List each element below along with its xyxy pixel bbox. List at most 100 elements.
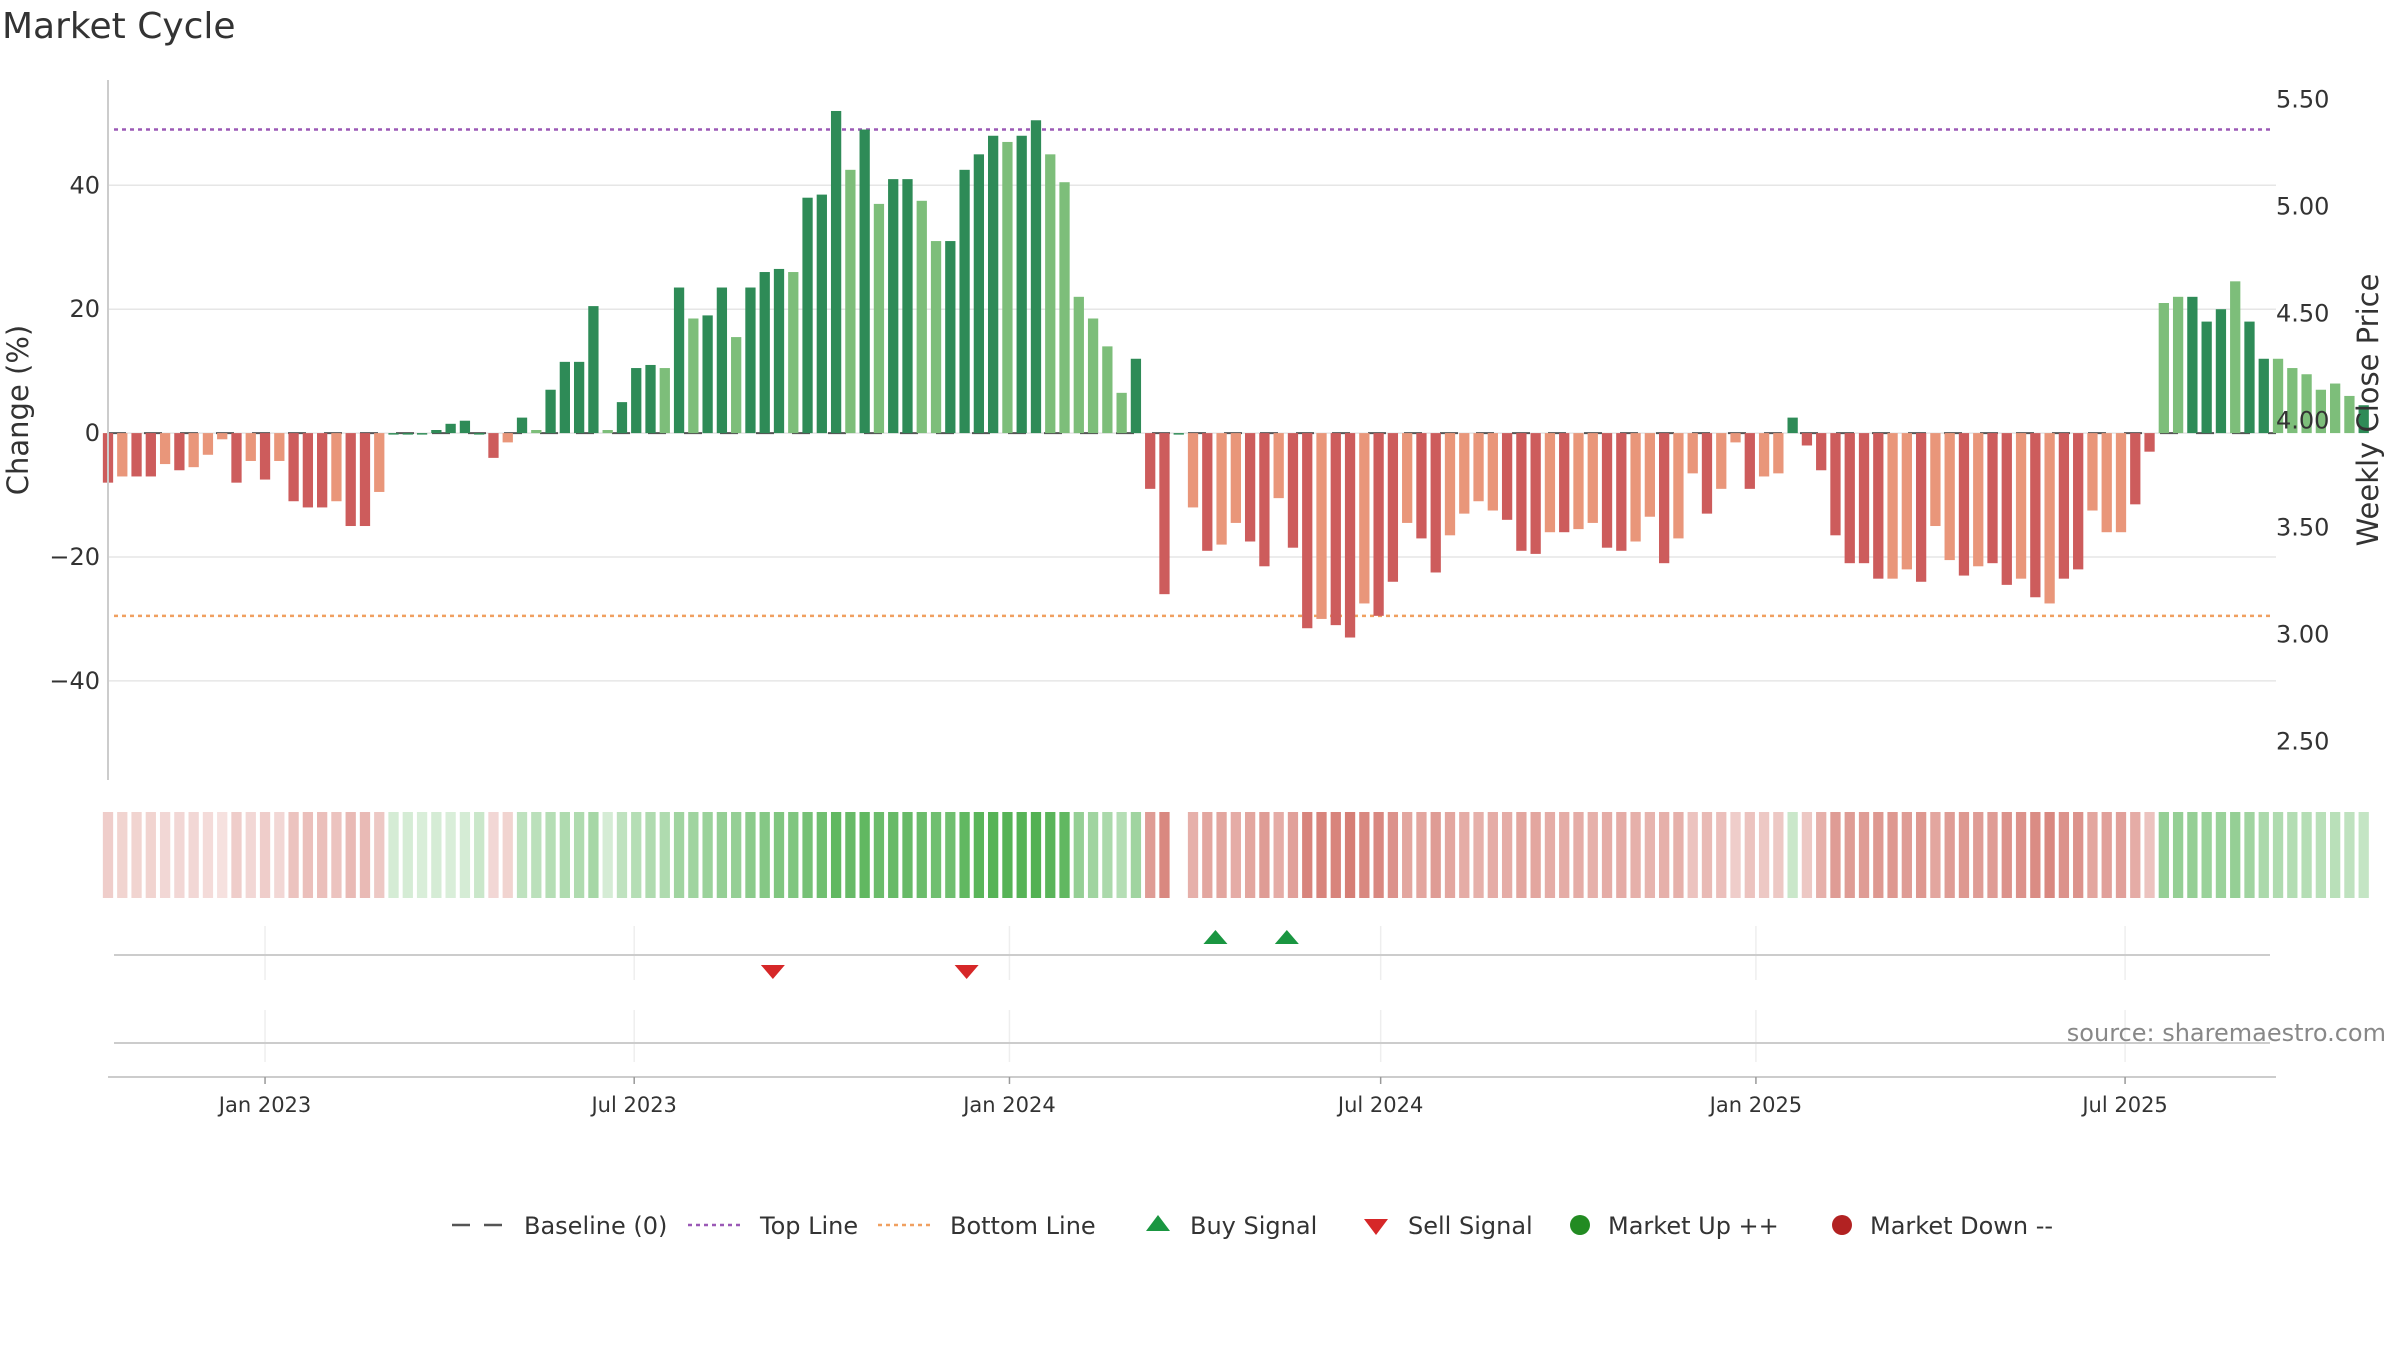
- change-bar: [2172, 296, 2184, 434]
- y2-tick-label: 3.00: [2276, 620, 2329, 648]
- change-bar: [2230, 281, 2241, 434]
- change-bar: [1958, 433, 1970, 576]
- change-bar: [1216, 433, 1227, 545]
- heat-cell: [1145, 812, 1156, 898]
- heat-cell: [202, 812, 214, 898]
- heat-cell: [902, 812, 913, 898]
- heat-cell: [1516, 812, 1527, 898]
- heat-cell: [174, 812, 185, 898]
- change-bar: [1087, 318, 1099, 434]
- heat-cell: [2358, 812, 2369, 898]
- change-bar: [1758, 433, 1770, 477]
- legend-label: Sell Signal: [1408, 1212, 1533, 1240]
- change-bar: [2030, 433, 2041, 598]
- heat-cell: [1473, 812, 1484, 898]
- change-bar: [374, 433, 385, 492]
- y2-axis-title: Weekly Close Price: [2351, 274, 2385, 547]
- heat-cell: [1787, 812, 1798, 898]
- heat-cell: [502, 812, 513, 898]
- change-bar: [288, 433, 299, 502]
- heat-cell: [2087, 812, 2098, 898]
- change-bar: [2015, 433, 2027, 579]
- heat-cell: [773, 812, 785, 898]
- legend-item-baseline: Baseline (0): [452, 1212, 667, 1240]
- heat-cell: [1716, 812, 1727, 898]
- change-bar: [1187, 433, 1199, 508]
- heat-cell: [1616, 812, 1627, 898]
- change-bar: [1316, 433, 1327, 619]
- heat-cell: [988, 812, 999, 898]
- heat-cell: [1187, 812, 1199, 898]
- y2-tick-label: 5.00: [2276, 192, 2329, 220]
- legend-item-up: Market Up ++: [1570, 1212, 1779, 1240]
- change-bar: [616, 402, 628, 434]
- change-bar: [174, 433, 185, 471]
- change-bar: [631, 368, 642, 434]
- grid-layer: [108, 184, 2276, 1062]
- change-bar: [1287, 433, 1299, 548]
- heat-cell: [2172, 812, 2184, 898]
- heat-cell: [916, 812, 927, 898]
- heat-cell: [573, 812, 585, 898]
- heat-cell: [1102, 812, 1113, 898]
- y-tick-label: 20: [69, 295, 100, 323]
- change-bar: [1030, 120, 1042, 434]
- heat-cell: [1045, 812, 1056, 898]
- legend: Baseline (0) Top Line Bottom Line Buy Signa…: [452, 1212, 2053, 1240]
- change-bar: [1273, 433, 1284, 499]
- heat-cell: [2315, 812, 2327, 898]
- change-bar: [1259, 433, 1270, 567]
- heat-cell: [659, 812, 670, 898]
- change-bar: [1359, 433, 1370, 604]
- legend-item-bottom: Bottom Line: [878, 1212, 1096, 1240]
- heat-cell: [188, 812, 199, 898]
- heat-cell: [888, 812, 899, 898]
- heat-cell: [1958, 812, 1970, 898]
- change-bar: [2158, 303, 2169, 434]
- heat-cell: [1744, 812, 1755, 898]
- y-tick-label: −20: [49, 543, 100, 571]
- change-bar: [1801, 433, 1813, 446]
- change-bar: [645, 364, 656, 434]
- change-bar: [217, 433, 228, 440]
- heat-cell: [2287, 812, 2298, 898]
- heat-cell: [1302, 812, 1313, 898]
- axes: −40 −20 0 20 40 2.50 3.00 3.50 4.00 4.50 5.0…: [1, 80, 2385, 780]
- heat-cell: [1773, 812, 1784, 898]
- change-bar: [2144, 433, 2155, 452]
- heat-cell: [2115, 812, 2127, 898]
- heat-cell: [1244, 812, 1256, 898]
- buy-signal-marker: [1203, 930, 1228, 944]
- heat-cell: [1273, 812, 1284, 898]
- change-bar: [1944, 433, 1955, 561]
- change-bar: [588, 306, 599, 434]
- heat-cell: [2001, 812, 2012, 898]
- heat-cell: [1430, 812, 1441, 898]
- heat-cell: [602, 812, 613, 898]
- heat-cell: [759, 812, 770, 898]
- legend-label: Bottom Line: [950, 1212, 1096, 1240]
- change-bar: [231, 433, 242, 483]
- heat-cell: [2158, 812, 2169, 898]
- change-bar: [159, 433, 171, 465]
- change-bar: [1501, 433, 1513, 520]
- legend-label: Top Line: [759, 1212, 858, 1240]
- heat-cell: [1116, 812, 1127, 898]
- change-bar: [702, 315, 713, 434]
- heat-cell: [1973, 812, 1984, 898]
- change-bar: [416, 433, 428, 435]
- heat-cell: [1530, 812, 1541, 898]
- chart-title: Market Cycle: [2, 6, 236, 47]
- change-bar: [1873, 433, 1884, 579]
- change-bar: [759, 272, 770, 434]
- change-bar: [1630, 433, 1641, 542]
- change-bar: [302, 433, 314, 508]
- heat-cell: [531, 812, 542, 898]
- legend-label: Market Up ++: [1608, 1212, 1779, 1240]
- heat-cell: [1330, 812, 1341, 898]
- change-bar: [1373, 433, 1384, 616]
- change-bar: [345, 433, 356, 527]
- heat-cell: [1216, 812, 1227, 898]
- heat-cell: [973, 812, 985, 898]
- change-bar: [1544, 433, 1556, 533]
